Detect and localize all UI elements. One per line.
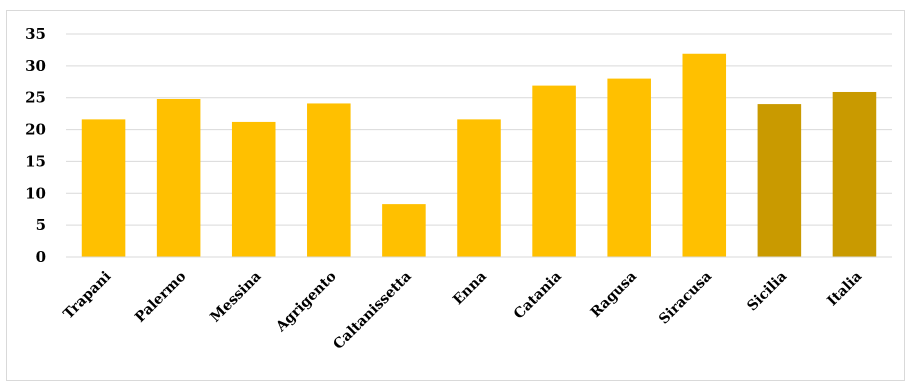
y-tick-label: 30 [25,57,46,75]
x-axis-category-labels: Trapani Palermo Messina AgrigentoCaltanisse… [60,269,865,353]
bar-trapani [81,119,126,258]
bar-catania [532,85,576,257]
x-category-label: Enna [450,269,490,309]
x-category-label: Messina [207,269,264,326]
x-category-label: Agrigento [272,269,339,336]
x-category-label: Catania [511,269,565,323]
y-tick-label: 10 [25,184,46,202]
y-tick-label: 5 [36,216,46,234]
x-category-label: Italia [824,269,865,310]
y-tick-label: 15 [25,152,46,170]
bar-siracusa [682,53,727,257]
bars [81,53,877,258]
x-category-label: Ragusa [588,269,640,321]
y-tick-label: 20 [25,121,46,139]
bar-messina [231,121,276,257]
bar-caltanissetta [382,204,426,257]
bar-palermo [156,98,201,257]
x-category-label: Siracusa [656,269,715,328]
bar-sicilia [757,104,802,257]
x-category-label: Trapani [60,269,114,323]
x-category-label: Sicilia [744,269,790,315]
y-axis-tick-labels: 0 5 10 15 20 25 30 35 [25,25,46,266]
bar-enna [457,119,501,258]
chart-frame [6,10,905,381]
y-tick-label: 35 [25,25,46,43]
x-category-label: Caltanissetta [330,269,414,353]
gridlines [66,33,892,226]
x-category-label: Palermo [132,269,189,326]
y-tick-label: 0 [36,248,46,266]
y-tick-label: 25 [25,89,46,107]
bar-ragusa [607,78,651,257]
bar-agrigento [307,103,351,257]
bar-italia [832,91,877,257]
